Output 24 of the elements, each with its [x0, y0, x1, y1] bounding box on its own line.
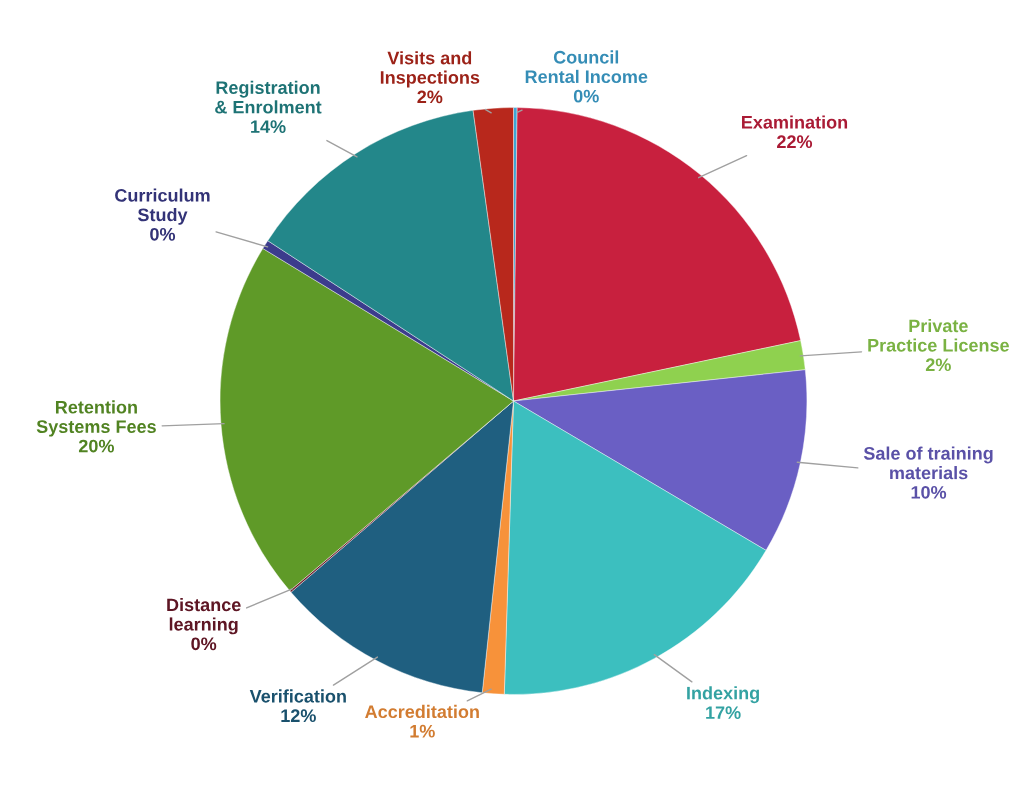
slice-label: Visits and Inspections: [380, 51, 480, 88]
slice-label: Distance learning: [167, 597, 241, 635]
data-label: 2%: [925, 358, 951, 372]
slice-label: Examination: [742, 115, 848, 129]
slice-label: Council Rental Income: [525, 50, 648, 84]
slice-label: Registration & Enrolment: [215, 80, 322, 114]
data-label: 12%: [281, 709, 316, 723]
data-label: 22%: [777, 135, 813, 149]
slice-label: Private Practice License: [868, 318, 1009, 352]
slice-label: Sale of training materials: [863, 446, 993, 480]
data-label: 2%: [417, 90, 443, 104]
data-label: 10%: [911, 485, 947, 499]
data-label: 0%: [191, 637, 217, 651]
data-label: 20%: [78, 439, 114, 453]
data-label: 0%: [150, 227, 176, 241]
slice-label: Retention Systems Fees: [36, 400, 156, 437]
data-label: 0%: [573, 89, 599, 103]
slice-label: Curriculum Study: [115, 188, 210, 225]
data-label: 14%: [251, 120, 286, 133]
slice-label: Verification: [249, 689, 346, 703]
slice-label: Indexing: [687, 686, 759, 704]
data-label: 17%: [706, 706, 741, 719]
data-label: 1%: [410, 724, 435, 738]
slice-label: Accreditation: [365, 704, 479, 719]
